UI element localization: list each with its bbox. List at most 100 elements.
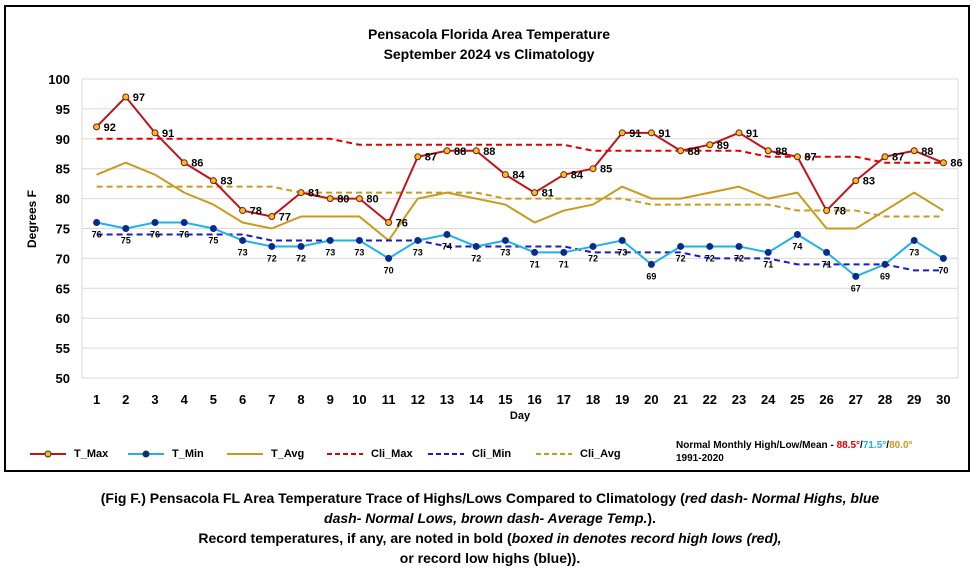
tmax-data-label: 91 xyxy=(629,128,641,140)
tmax-point xyxy=(443,147,451,155)
tmax-data-label: 88 xyxy=(454,146,466,158)
tmax-data-label: 84 xyxy=(571,170,584,182)
legend-label-t_min: T_Min xyxy=(172,448,204,460)
tmin-data-label: 71 xyxy=(530,259,540,269)
y-tick-label-70: 70 xyxy=(56,251,70,266)
normals-period: 1991-2020 xyxy=(676,453,724,464)
tmin-point xyxy=(647,260,655,268)
tmin-point xyxy=(793,230,801,238)
tmin-data-label: 72 xyxy=(296,253,306,263)
tmax-data-label: 81 xyxy=(542,188,554,200)
tmax-point xyxy=(239,207,247,215)
tmin-point xyxy=(297,242,305,250)
chart-title-line2: September 2024 vs Climatology xyxy=(383,46,595,62)
tmin-data-label: 72 xyxy=(471,253,481,263)
normals-sep1: / xyxy=(860,440,863,451)
tmax-point xyxy=(122,93,130,101)
x-tick-label-21: 21 xyxy=(673,392,687,407)
tmax-data-label: 88 xyxy=(921,146,933,158)
x-tick-label-10: 10 xyxy=(352,392,366,407)
normals-note: Normal Monthly High/Low/Mean - 88.5°/71.… xyxy=(676,439,913,465)
x-tick-label-15: 15 xyxy=(498,392,512,407)
x-tick-label-12: 12 xyxy=(411,392,425,407)
x-tick-label-29: 29 xyxy=(907,392,921,407)
series-line-t_avg xyxy=(96,161,944,242)
x-tick-label-22: 22 xyxy=(703,392,717,407)
x-tick-label-2: 2 xyxy=(122,392,129,407)
tmax-point xyxy=(297,189,305,197)
tmax-data-label: 89 xyxy=(717,140,729,152)
tmax-point xyxy=(852,177,860,185)
x-tick-label-13: 13 xyxy=(440,392,454,407)
tmax-point xyxy=(209,177,217,185)
tmin-data-label: 72 xyxy=(705,253,715,263)
tmin-data-label: 76 xyxy=(179,230,189,240)
tmax-data-label: 88 xyxy=(775,146,787,158)
tmax-data-label: 92 xyxy=(104,122,116,134)
x-tick-label-1: 1 xyxy=(93,392,100,407)
tmin-point xyxy=(501,236,509,244)
tmin-data-label: 73 xyxy=(238,247,248,257)
x-tick-label-5: 5 xyxy=(210,392,217,407)
tmin-data-label: 72 xyxy=(734,253,744,263)
tmin-point xyxy=(589,242,597,250)
y-tick-label-90: 90 xyxy=(56,132,70,147)
tmax-point xyxy=(268,213,276,221)
tmax-point xyxy=(881,153,889,161)
tmax-point xyxy=(385,219,393,227)
x-tick-label-9: 9 xyxy=(327,392,334,407)
tmin-data-label: 73 xyxy=(617,247,627,257)
x-tick-label-11: 11 xyxy=(382,392,396,407)
y-tick-label-75: 75 xyxy=(56,222,70,237)
tmax-data-label: 86 xyxy=(191,158,203,170)
tmax-point xyxy=(677,147,685,155)
legend-swatch-t_min xyxy=(128,450,164,458)
tmin-point xyxy=(910,236,918,244)
tmin-data-label: 69 xyxy=(880,271,890,281)
tmin-point xyxy=(881,260,889,268)
series-line-t_min xyxy=(96,221,944,278)
tmin-data-label: 71 xyxy=(763,259,773,269)
tmax-point xyxy=(735,129,743,137)
tmin-point xyxy=(93,219,101,227)
tmax-data-label: 87 xyxy=(892,152,904,164)
legend-item-t_max: T_Max xyxy=(28,448,108,460)
tmin-data-label: 69 xyxy=(646,271,656,281)
legend-swatch-t_avg xyxy=(227,453,263,455)
tmin-point xyxy=(268,242,276,250)
caption-l1a: (Fig F.) Pensacola FL Area Temperature T… xyxy=(100,490,685,506)
normals-sep2: / xyxy=(886,440,890,451)
x-tick-label-17: 17 xyxy=(557,392,571,407)
tmax-point xyxy=(706,141,714,149)
series-line-cli_max xyxy=(96,137,944,164)
tmin-point xyxy=(618,236,626,244)
legend-item-cli_avg: Cli_Avg xyxy=(534,448,621,460)
tmax-point xyxy=(647,129,655,137)
tmin-point xyxy=(823,248,831,256)
tmin-data-label: 70 xyxy=(938,265,948,275)
legend-item-cli_max: Cli_Max xyxy=(325,448,413,460)
tmin-point xyxy=(706,242,714,250)
tmax-point xyxy=(414,153,422,161)
tmin-point xyxy=(122,225,130,232)
y-axis-label: Degrees F xyxy=(25,189,39,249)
chart-frame xyxy=(4,5,970,472)
x-tick-label-28: 28 xyxy=(878,392,892,407)
x-tick-label-4: 4 xyxy=(181,392,189,407)
tmin-point xyxy=(326,236,334,244)
tmin-data-label: 71 xyxy=(822,259,832,269)
tmax-point xyxy=(151,129,159,137)
tmax-point xyxy=(618,129,626,137)
tmax-point xyxy=(764,147,772,155)
x-tick-label-16: 16 xyxy=(527,392,541,407)
tmax-point xyxy=(823,207,831,215)
series-line-t_max xyxy=(95,95,944,224)
legend-label-cli_max: Cli_Max xyxy=(371,448,413,460)
x-tick-label-18: 18 xyxy=(586,392,600,407)
tmin-point xyxy=(239,236,247,244)
normals-low: 71.5° xyxy=(862,440,887,451)
caption-l2b: boxed in denotes record high lows (red), xyxy=(511,530,782,546)
tmin-data-label: 76 xyxy=(150,230,160,240)
x-tick-label-30: 30 xyxy=(936,392,950,407)
